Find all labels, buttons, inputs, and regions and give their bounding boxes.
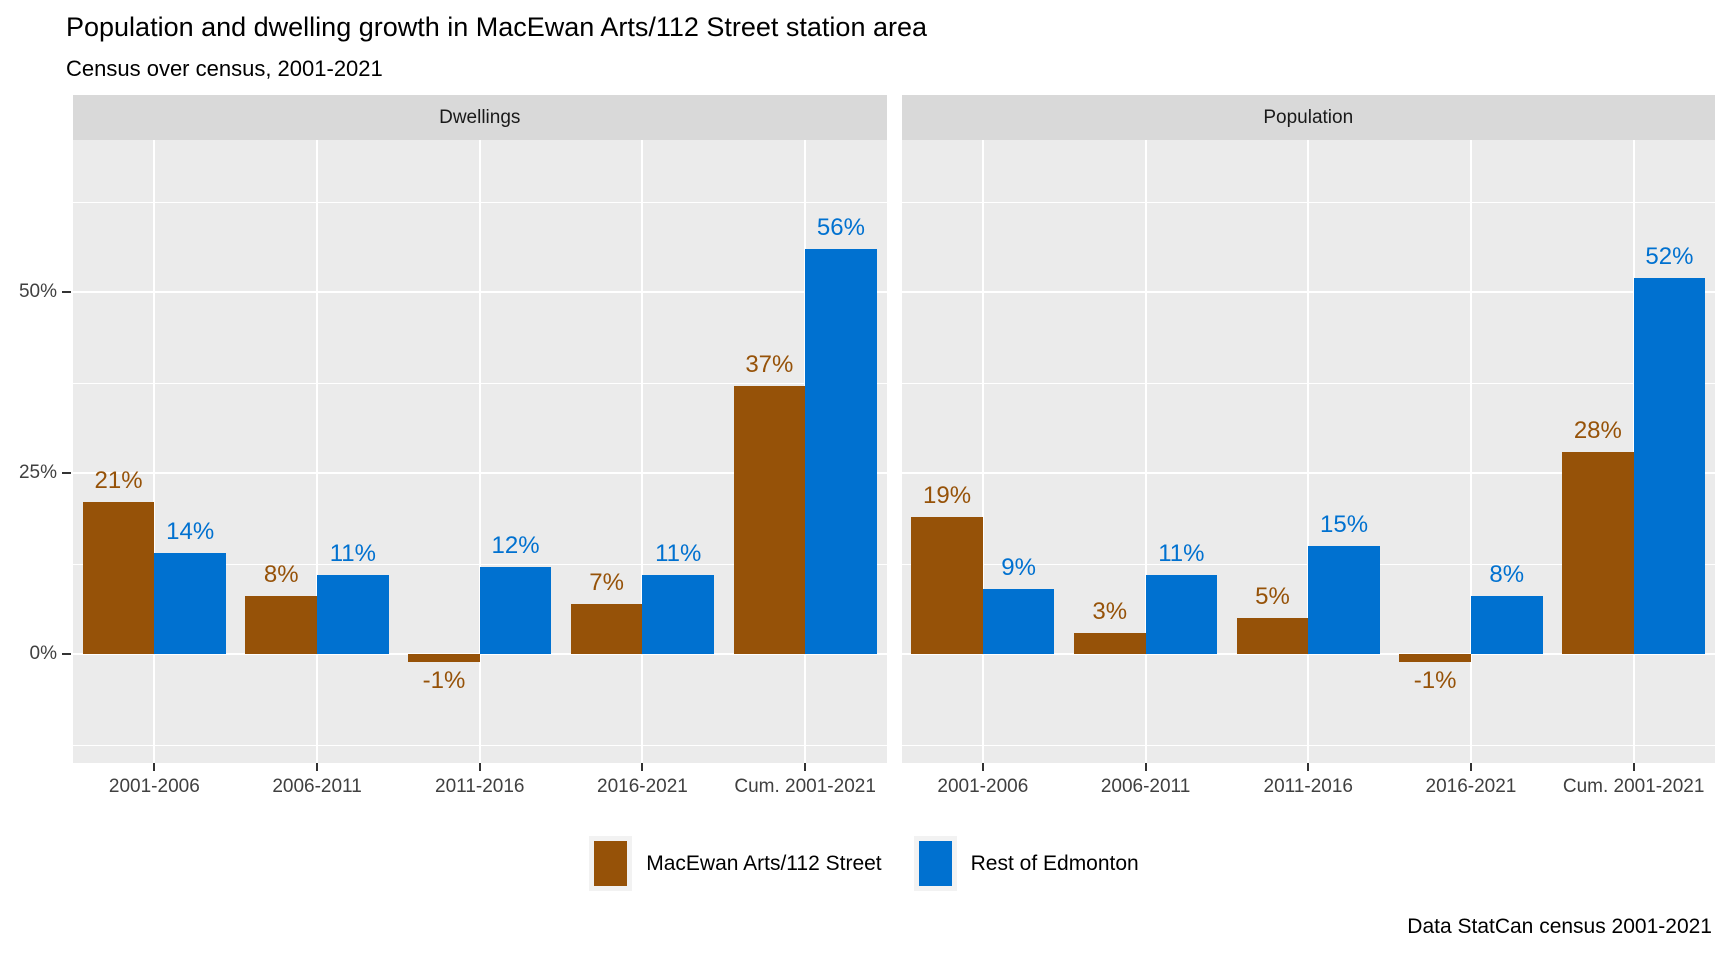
gridline-vertical-major <box>981 140 984 763</box>
legend-key-rest <box>913 836 957 891</box>
bar-value-label: 14% <box>166 517 215 545</box>
bar-rest <box>642 574 715 655</box>
legend: MacEwan Arts/112 Street Rest of Edmonton <box>0 836 1728 891</box>
y-tick-label: 0% <box>29 643 57 665</box>
gridline-vertical-major <box>1144 140 1147 763</box>
bar-macewan <box>570 603 643 655</box>
bar-value-label: -1% <box>1413 666 1457 694</box>
bar-macewan <box>82 502 155 655</box>
x-axis-dwellings: 2001-2006 2006-2011 2011-2016 2016-2021 Cum.… <box>73 763 887 807</box>
x-tick-label: 2006-2011 <box>272 776 362 797</box>
x-tick <box>804 763 807 771</box>
x-tick-label: 2016-2021 <box>597 776 688 797</box>
y-tick-label: 25% <box>18 462 57 484</box>
bar-macewan <box>245 596 318 655</box>
bar-value-label: 7% <box>589 568 624 596</box>
y-axis: 0% 25% 50% <box>0 95 73 807</box>
gridline-vertical-major <box>478 140 481 763</box>
gridline-vertical-major <box>316 140 319 763</box>
bar-rest <box>982 589 1055 655</box>
bar-macewan <box>1399 654 1471 662</box>
bar-value-label: 52% <box>1645 242 1694 270</box>
chart-area: 0% 25% 50% Dwellings 21% 14% 8% 11% -1% 12% 7% 11… <box>0 95 1715 807</box>
bar-rest <box>1308 545 1380 655</box>
x-tick-label: 2006-2011 <box>1100 776 1191 797</box>
facet-panels: Dwellings 21% 14% 8% 11% -1% 12% 7% 11% 37% 56% 2… <box>73 95 1715 807</box>
x-tick-label: 2011-2016 <box>435 776 525 797</box>
x-tick-label: 2011-2016 <box>1263 776 1353 797</box>
x-tick <box>478 763 481 771</box>
bar-value-label: 11% <box>1158 539 1205 567</box>
y-tick <box>62 291 71 294</box>
bar-value-label: 28% <box>1573 416 1622 444</box>
bar-rest <box>1145 574 1218 655</box>
y-tick-label: 50% <box>18 281 57 303</box>
bar-value-label: 19% <box>923 481 972 509</box>
gridline-vertical-major <box>1307 140 1310 763</box>
x-tick-label: 2001-2006 <box>937 776 1029 797</box>
legend-key-macewan <box>589 836 633 891</box>
bar-value-label: 21% <box>94 467 143 495</box>
bar-value-label: 9% <box>1001 554 1036 582</box>
x-tick-label: Cum. 2001-2021 <box>734 776 876 797</box>
bar-value-label: 8% <box>263 561 299 589</box>
gridline-vertical-major <box>1469 140 1472 763</box>
x-tick <box>1144 763 1147 771</box>
bar-rest <box>154 552 226 655</box>
facet-strip-dwellings: Dwellings <box>73 95 887 140</box>
legend-swatch-rest <box>918 841 952 886</box>
legend-swatch-macewan <box>594 841 628 886</box>
panel-population: 19% 9% 3% 11% 5% 15% -1% 8% 28% 52% <box>901 140 1715 763</box>
x-tick-label: 2016-2021 <box>1425 776 1517 797</box>
facet-dwellings: Dwellings 21% 14% 8% 11% -1% 12% 7% 11% 37% 56% 2… <box>73 95 887 807</box>
bar-rest <box>317 574 389 655</box>
gridline-vertical-major <box>153 140 156 763</box>
bar-value-label: 8% <box>1489 561 1525 589</box>
legend-entry-macewan: MacEwan Arts/112 Street <box>589 836 882 891</box>
chart-title: Population and dwelling growth in MacEwa… <box>66 12 928 42</box>
x-tick-label: 2001-2006 <box>108 776 200 797</box>
bar-rest <box>1633 277 1706 655</box>
facet-strip-population: Population <box>901 95 1715 140</box>
chart-caption: Data StatCan census 2001-2021 <box>1407 915 1712 938</box>
x-tick-label: Cum. 2001-2021 <box>1562 776 1705 797</box>
bar-macewan <box>1236 618 1309 655</box>
bar-macewan <box>911 516 983 655</box>
bar-macewan <box>1073 632 1146 655</box>
x-tick <box>1307 763 1310 771</box>
bar-rest <box>1470 596 1543 655</box>
bar-value-label: 5% <box>1255 583 1290 611</box>
bar-macewan <box>733 386 806 655</box>
bar-value-label: 3% <box>1092 597 1128 625</box>
bar-macewan <box>408 654 480 662</box>
bar-value-label: 37% <box>745 351 794 379</box>
x-tick <box>316 763 319 771</box>
x-axis-population: 2001-2006 2006-2011 2011-2016 2016-2021 Cum.… <box>902 763 1716 807</box>
legend-label-rest: Rest of Edmonton <box>970 851 1139 875</box>
bar-value-label: 12% <box>491 532 540 560</box>
bar-value-label: -1% <box>422 666 466 694</box>
y-tick <box>62 653 71 656</box>
chart-subtitle: Census over census, 2001-2021 <box>66 56 383 81</box>
bar-rest <box>479 567 552 655</box>
legend-entry-rest: Rest of Edmonton <box>913 836 1139 891</box>
x-tick <box>1632 763 1635 771</box>
x-tick <box>1469 763 1472 771</box>
bar-value-label: 11% <box>655 539 702 567</box>
bar-value-label: 15% <box>1320 510 1369 538</box>
bar-value-label: 56% <box>816 213 865 241</box>
bar-value-label: 11% <box>329 539 376 567</box>
panel-dwellings: 21% 14% 8% 11% -1% 12% 7% 11% 37% 56% <box>73 140 887 763</box>
bar-macewan <box>1562 451 1634 655</box>
facet-population: Population 19% 9% 3% 11% 5% 15% -1% 8% 28% 52% 20… <box>901 95 1716 807</box>
x-tick <box>641 763 644 771</box>
x-tick <box>981 763 984 771</box>
gridline-vertical-major <box>641 140 644 763</box>
bar-rest <box>805 248 877 655</box>
y-tick <box>62 472 71 475</box>
x-tick <box>153 763 156 771</box>
legend-label-macewan: MacEwan Arts/112 Street <box>646 851 882 875</box>
